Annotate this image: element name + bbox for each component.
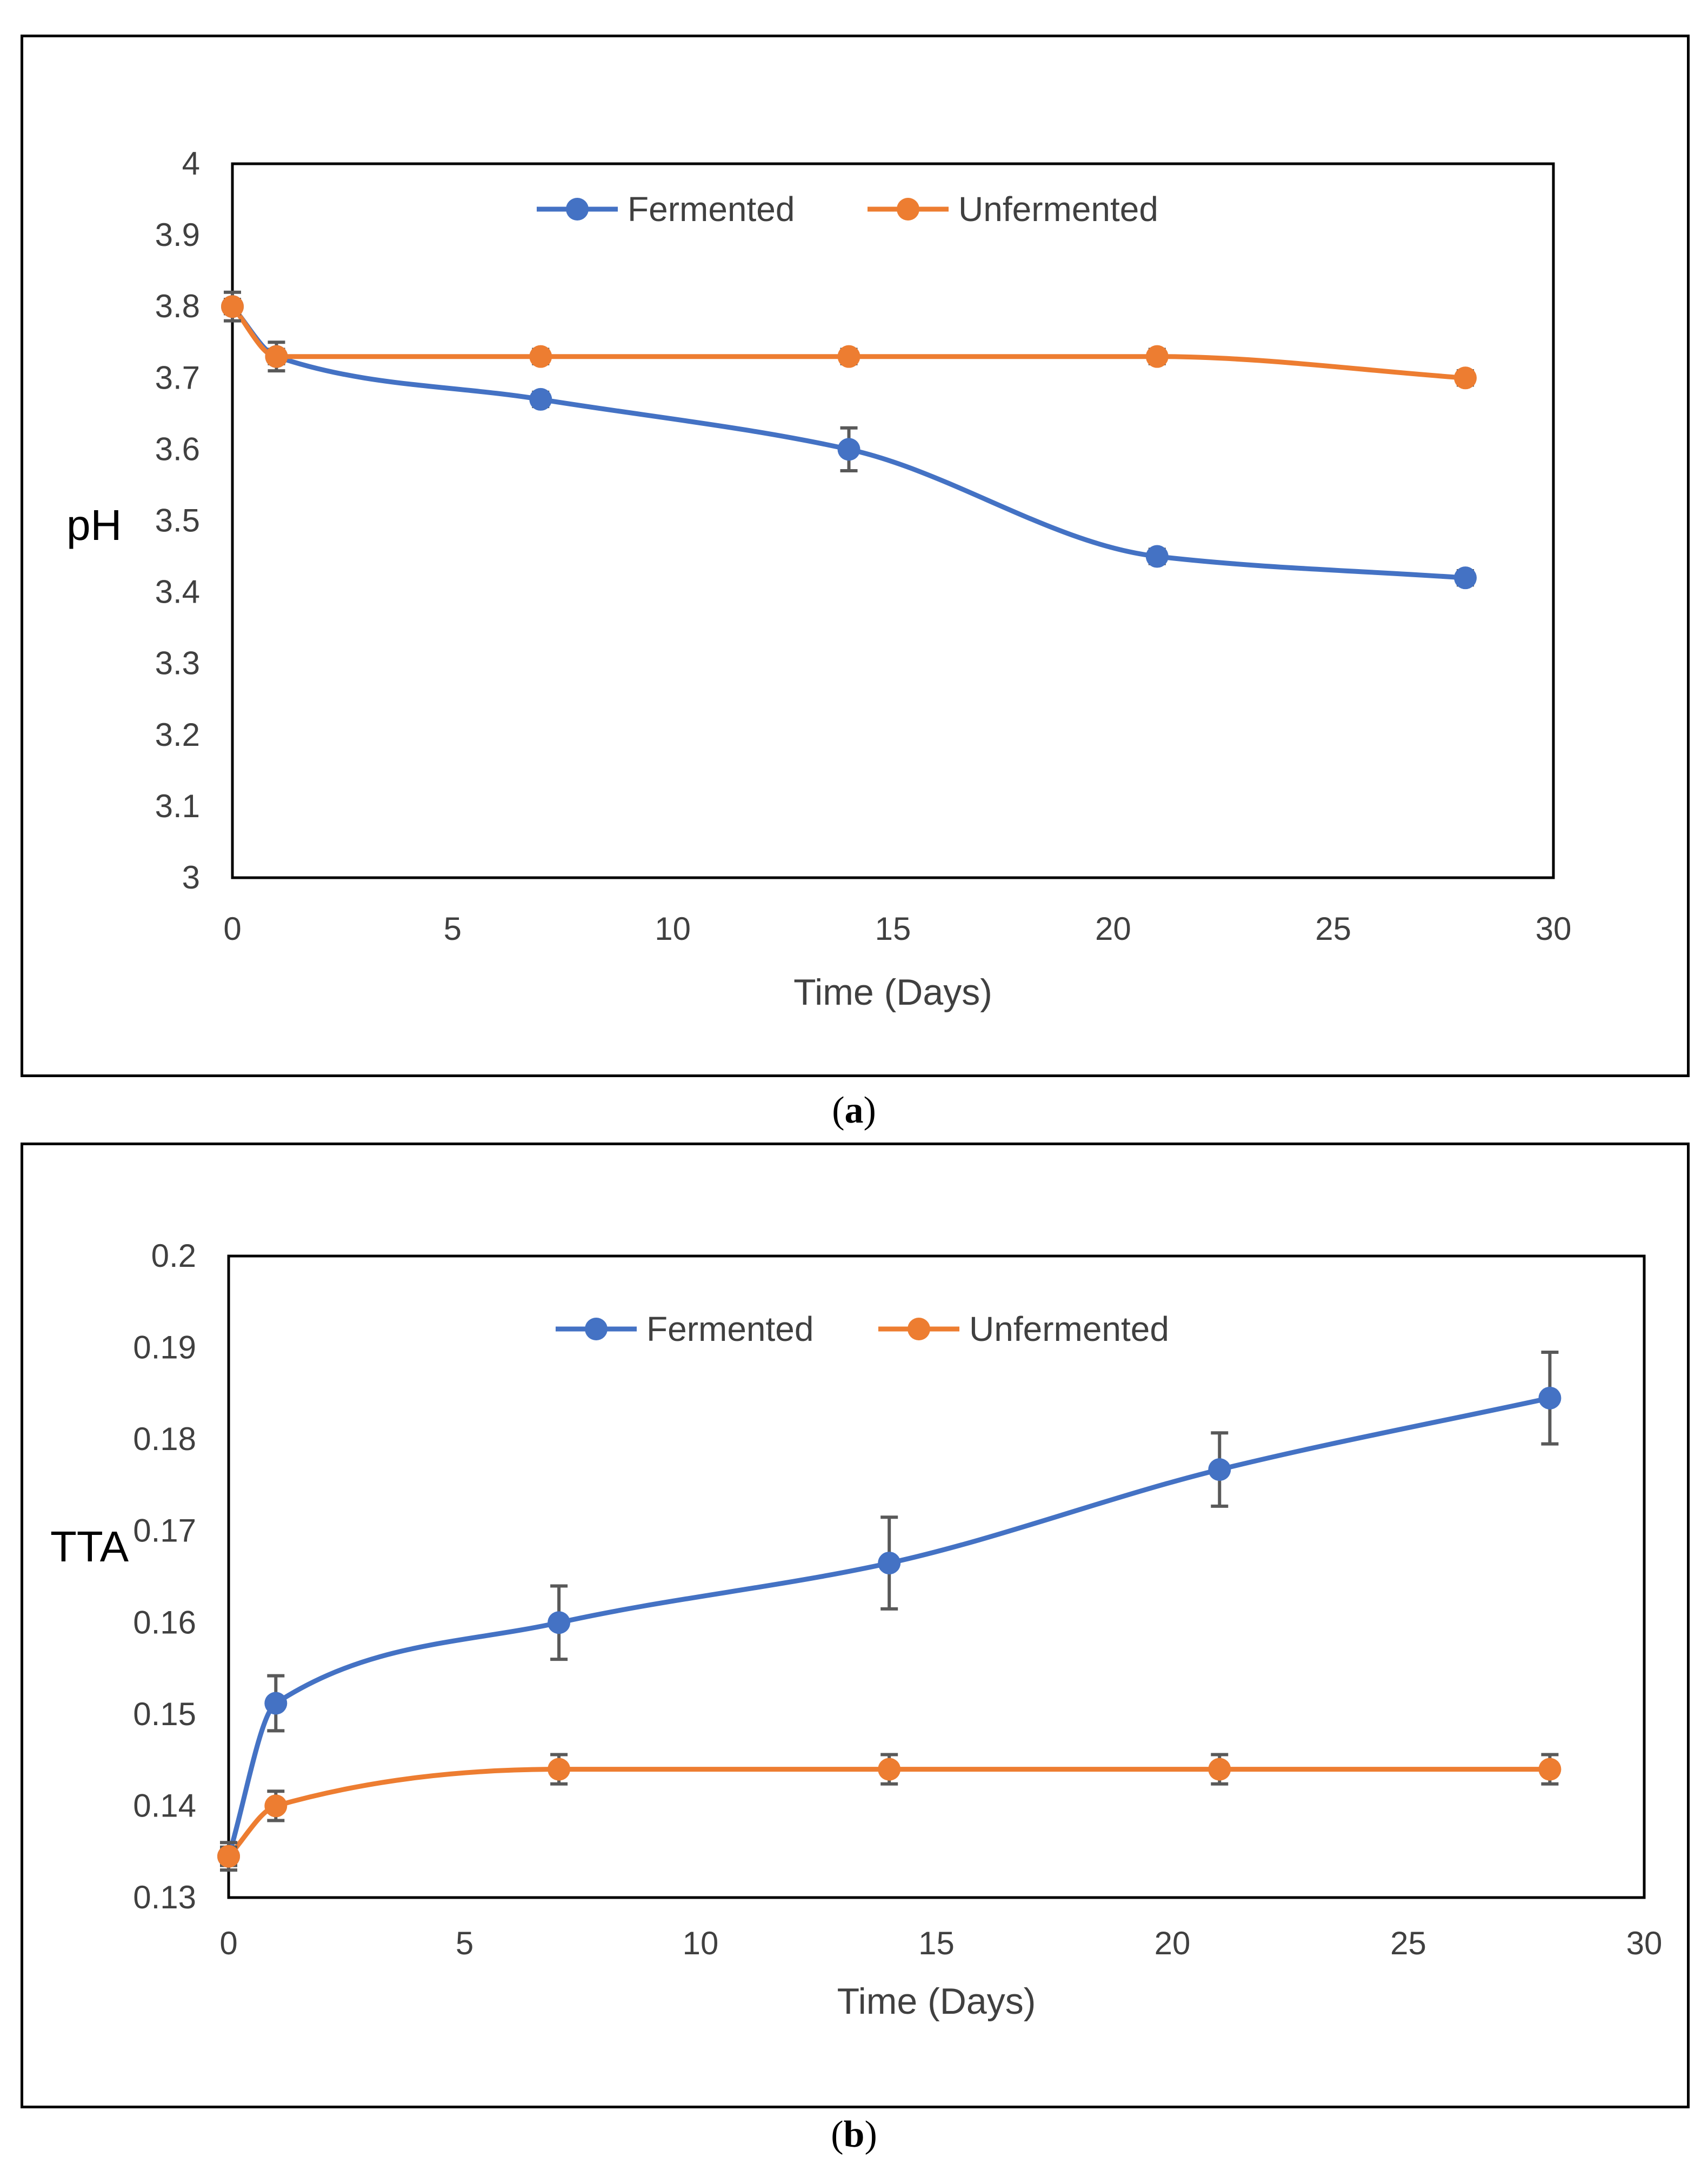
- y-tick-label: 3.8: [155, 288, 200, 324]
- y-tick-label: 3.3: [155, 645, 200, 682]
- series-line-unfermented: [230, 304, 1468, 380]
- x-tick-label: 15: [875, 911, 911, 947]
- y-tick-label: 3: [182, 859, 200, 896]
- legend-marker: [585, 1318, 608, 1340]
- y-axis-title: pH: [66, 501, 122, 549]
- chart-panel-b: 0.13 0.14 0.15 0.16 0.17 0.18 0.19 0.2 0 5 10 15 20 2…: [21, 1143, 1690, 2108]
- caption-a-letter: a: [844, 1090, 864, 1131]
- x-axis-title: Time (Days): [793, 972, 992, 1013]
- y-tick-label: 0.16: [133, 1604, 196, 1640]
- y-axis-title: TTA: [50, 1522, 129, 1571]
- y-tick-label: 3.9: [155, 217, 200, 253]
- legend-label: Unfermented: [969, 1310, 1169, 1348]
- data-point-unfermented: [837, 345, 860, 368]
- data-point-fermented: [878, 1552, 901, 1575]
- x-tick-label: 15: [918, 1925, 955, 1961]
- y-tick-label: 0.14: [133, 1787, 196, 1824]
- legend-label: Fermented: [628, 190, 795, 229]
- data-point-unfermented: [1454, 366, 1477, 390]
- y-tick-label: 3.2: [155, 717, 200, 753]
- x-tick-label: 5: [444, 911, 462, 947]
- data-point-fermented: [1145, 545, 1169, 568]
- legend-marker: [908, 1318, 930, 1340]
- chart-panel-a: 3 3.1 3.2 3.3 3.4 3.5 3.6 3.7 3.8 3.9 4 0 5 10 15 20 25 3…: [21, 35, 1690, 1077]
- chart-b-svg: 0.13 0.14 0.15 0.16 0.17 0.18 0.19 0.2 0 5 10 15 20 2…: [50, 1238, 1663, 2022]
- data-point-unfermented: [1145, 345, 1169, 368]
- data-point-fermented: [548, 1611, 571, 1634]
- data-point-fermented: [264, 1692, 288, 1715]
- y-tick-label: 0.13: [133, 1879, 196, 1915]
- caption-b-letter: b: [843, 2114, 865, 2155]
- data-point-unfermented: [1538, 1758, 1562, 1781]
- x-tick-label: 10: [655, 911, 691, 947]
- x-tick-label: 10: [683, 1925, 719, 1961]
- y-tick-label: 3.6: [155, 431, 200, 467]
- y-tick-label: 3.7: [155, 359, 200, 396]
- legend-marker: [566, 198, 589, 221]
- data-point-unfermented: [1208, 1758, 1231, 1781]
- data-point-unfermented: [217, 1845, 240, 1868]
- x-tick-label: 0: [219, 1925, 237, 1961]
- y-tick-label: 0.18: [133, 1421, 196, 1457]
- chart-a-svg: 3 3.1 3.2 3.3 3.4 3.5 3.6 3.7 3.8 3.9 4 0 5 10 15 20 25 3…: [66, 145, 1572, 1013]
- data-point-fermented: [1454, 566, 1477, 590]
- data-point-unfermented: [548, 1758, 571, 1781]
- caption-b: (b): [831, 2114, 877, 2155]
- series-line-fermented: [226, 1395, 1552, 1859]
- y-tick-label: 3.1: [155, 788, 200, 824]
- x-tick-label: 20: [1155, 1925, 1191, 1961]
- data-point-unfermented: [265, 345, 288, 368]
- data-point-fermented: [1538, 1386, 1562, 1410]
- x-tick-label: 25: [1390, 1925, 1426, 1961]
- data-point-unfermented: [264, 1794, 288, 1818]
- x-tick-label: 20: [1095, 911, 1131, 947]
- data-point-fermented: [1208, 1458, 1231, 1481]
- y-tick-label: 0.15: [133, 1696, 196, 1732]
- data-point-unfermented: [878, 1758, 901, 1781]
- plot-area: [227, 1254, 1646, 1899]
- y-tick-label: 0.17: [133, 1513, 196, 1549]
- series-line-fermented: [230, 304, 1468, 580]
- legend-label: Unfermented: [958, 190, 1158, 229]
- y-tick-label: 3.4: [155, 574, 200, 610]
- y-tick-label: 0.2: [151, 1238, 196, 1274]
- data-point-fermented: [529, 388, 552, 411]
- x-tick-label: 30: [1536, 911, 1572, 947]
- legend-marker: [897, 198, 919, 221]
- plot-area: [231, 162, 1555, 879]
- series-line-unfermented: [226, 1767, 1552, 1859]
- legend-label: Fermented: [646, 1310, 813, 1348]
- x-axis-title: Time (Days): [837, 1981, 1036, 2022]
- data-point-unfermented: [221, 295, 244, 318]
- data-point-fermented: [837, 438, 860, 461]
- x-tick-label: 0: [223, 911, 241, 947]
- x-tick-label: 25: [1315, 911, 1351, 947]
- caption-a: (a): [832, 1090, 876, 1131]
- x-tick-label: 30: [1626, 1925, 1663, 1961]
- y-tick-label: 3.5: [155, 503, 200, 539]
- y-tick-label: 0.19: [133, 1330, 196, 1366]
- y-tick-label: 4: [182, 145, 200, 182]
- data-point-unfermented: [529, 345, 552, 368]
- x-tick-label: 5: [456, 1925, 473, 1961]
